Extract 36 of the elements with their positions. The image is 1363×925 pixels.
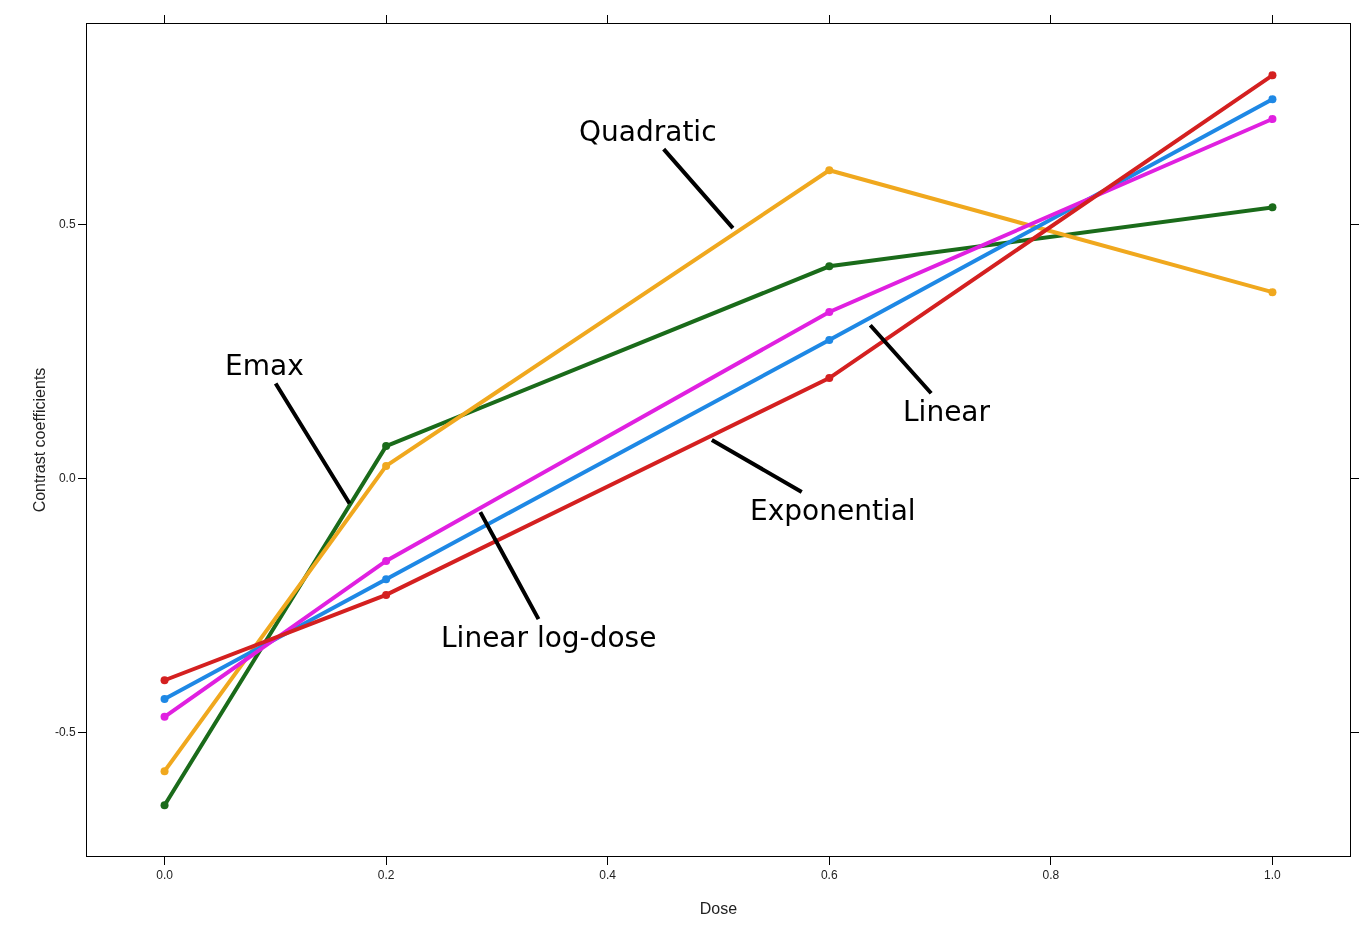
point xyxy=(382,461,391,470)
point xyxy=(825,308,834,316)
point xyxy=(1268,288,1277,297)
x-axis-title: Dose xyxy=(699,900,738,917)
annotation: Exponential xyxy=(750,494,916,527)
x-tick-label: 0.0 xyxy=(156,868,174,883)
point xyxy=(160,712,169,721)
point xyxy=(1268,203,1277,212)
point xyxy=(1268,71,1277,80)
x-tick-label: 0.6 xyxy=(820,868,838,883)
y-axis-title: Contrast coefficients xyxy=(31,367,48,513)
y-tick-label: 0.5 xyxy=(58,217,76,232)
point xyxy=(160,695,169,704)
annotation: Quadratic xyxy=(579,115,717,148)
point xyxy=(825,374,834,383)
x-tick-label: 1.0 xyxy=(1264,868,1282,883)
point xyxy=(825,335,834,344)
x-tick-label: 0.4 xyxy=(599,868,617,883)
annotation: Emax xyxy=(225,349,304,382)
point xyxy=(382,575,391,584)
annotation: Linear xyxy=(903,395,991,428)
point xyxy=(1268,114,1277,123)
point xyxy=(160,676,169,685)
y-tick-label: -0.5 xyxy=(54,725,76,740)
y-tick-label: 0.0 xyxy=(58,471,76,486)
point xyxy=(160,801,169,810)
point xyxy=(160,767,169,776)
point xyxy=(382,442,391,451)
point xyxy=(825,166,834,175)
point xyxy=(382,590,391,599)
x-tick-label: 0.2 xyxy=(377,868,395,883)
point xyxy=(382,556,391,565)
annotation: Linear log-dose xyxy=(441,621,657,654)
x-tick-label: 0.8 xyxy=(1042,868,1060,883)
point xyxy=(1268,95,1277,104)
point xyxy=(825,262,834,271)
